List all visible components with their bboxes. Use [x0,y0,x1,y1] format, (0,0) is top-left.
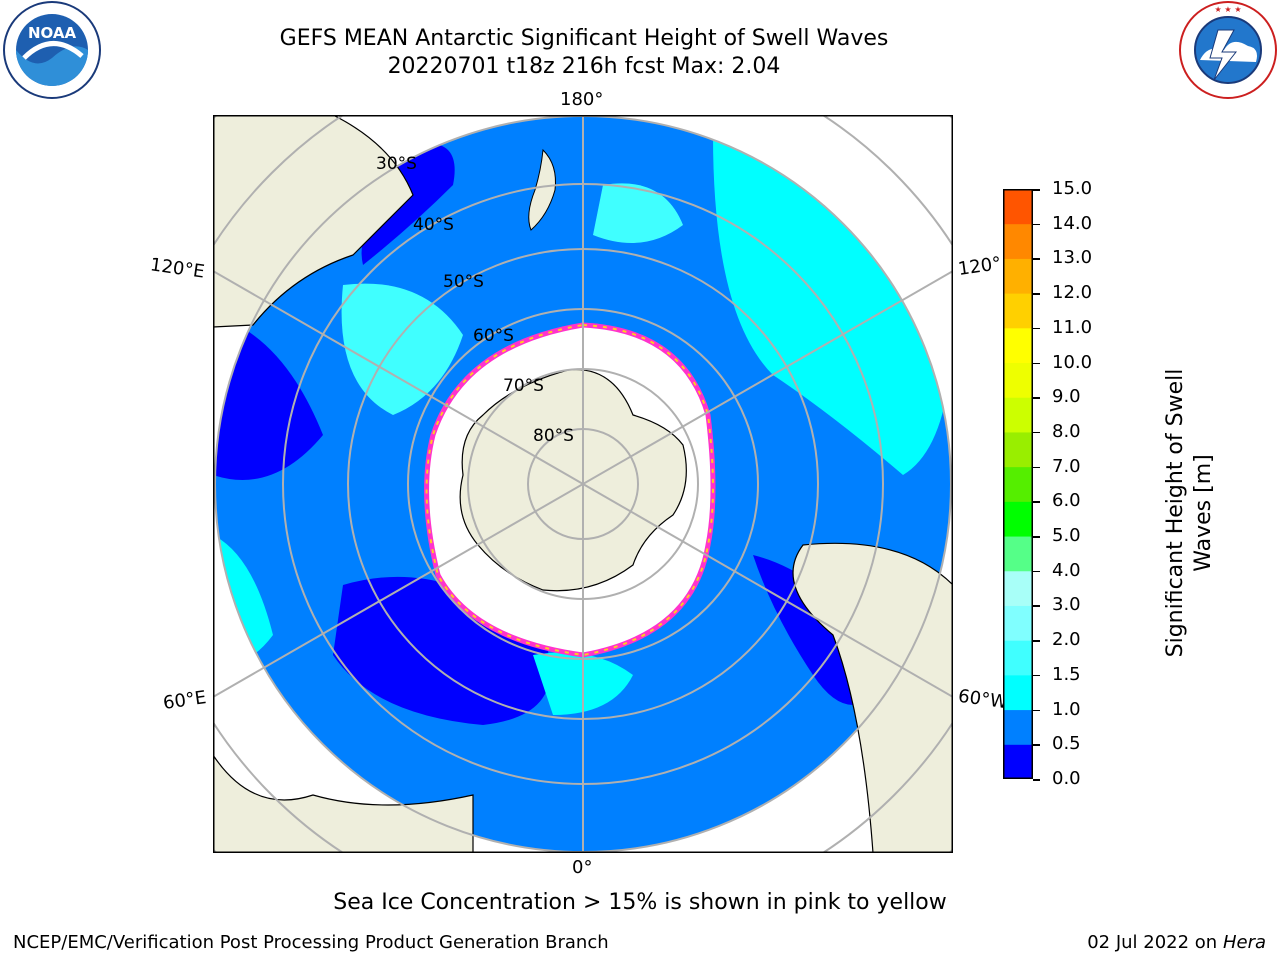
footer-credit: NCEP/EMC/Verification Post Processing Pr… [13,932,609,953]
colorbar-tick-label: 13.0 [1052,247,1093,269]
colorbar-tick-mark [1033,466,1040,469]
colorbar-swatch [1003,223,1033,259]
nws-logo-icon: ★ ★ ★ [1179,1,1277,99]
antarctica [459,368,687,592]
lon-label-120w: 120° [956,253,1003,280]
colorbar-tick-label: 1.0 [1052,698,1081,720]
lon-label-0: 0° [572,857,593,878]
colorbar-tick-mark [1033,744,1040,746]
colorbar-swatch [1003,362,1033,398]
colorbar-tick-label: 0.5 [1052,733,1081,755]
colorbar-tick-mark [1033,674,1040,677]
colorbar-swatch [1003,397,1033,433]
noaa-logo-icon: NOAA [3,1,101,99]
colorbar-label: Significant Height of Swell Waves [m] [1163,368,1216,658]
colorbar [1003,189,1033,779]
footer-host: Hera [1222,932,1266,953]
colorbar-tick-mark [1033,431,1040,434]
colorbar-swatch [1003,189,1033,225]
colorbar-swatch [1003,466,1033,502]
lat-label-30s: 30°S [376,154,417,174]
colorbar-swatch [1003,536,1033,572]
colorbar-tick-label: 5.0 [1052,525,1081,547]
colorbar-tick-mark [1033,536,1040,538]
lon-label-60w: 60°W [956,685,1009,714]
colorbar-swatch [1003,605,1033,641]
colorbar-tick-mark [1033,293,1040,295]
colorbar-tick-label: 7.0 [1052,455,1081,477]
colorbar-tick-label: 10.0 [1052,351,1093,373]
colorbar-tick-mark [1033,223,1040,226]
colorbar-swatch [1003,744,1033,779]
colorbar-tick-label: 15.0 [1052,178,1093,199]
colorbar-tick-mark [1033,779,1040,781]
colorbar-tick-label: 2.0 [1052,629,1081,651]
swell-region-low [215,315,323,480]
lon-label-60e: 60°E [161,687,208,714]
colorbar-tick-label: 12.0 [1052,282,1093,304]
colorbar-tick-label: 9.0 [1052,386,1081,408]
noaa-logo-text: NOAA [28,24,77,42]
colorbar-swatch [1003,570,1033,606]
colorbar-tick-label: 0.0 [1052,768,1081,789]
colorbar-swatch [1003,674,1033,711]
polar-map: 30°S 40°S 50°S 60°S 70°S 80°S [213,115,953,853]
colorbar-border [1003,189,1033,779]
lon-label-120e: 120°E [148,254,206,283]
footer-date: 02 Jul 2022 on Hera [1087,932,1266,953]
colorbar-tick-label: 1.5 [1052,663,1081,685]
colorbar-tick-label: 4.0 [1052,559,1081,581]
colorbar-tick-label: 11.0 [1052,316,1093,338]
colorbar-swatch [1003,258,1033,294]
lat-label-40s: 40°S [413,215,454,235]
colorbar-tick-label: 8.0 [1052,420,1081,442]
colorbar-tick-mark [1033,258,1040,260]
colorbar-swatch [1003,293,1033,329]
lat-label-80s: 80°S [533,426,574,446]
colorbar-tick-label: 6.0 [1052,490,1081,512]
colorbar-tick-mark [1033,709,1040,712]
colorbar-swatch [1003,640,1033,676]
colorbar-tick-mark [1033,640,1040,642]
swell-region-low [361,143,455,265]
lon-label-180: 180° [560,89,604,110]
lat-label-60s: 60°S [473,326,514,346]
swell-region-high [593,183,683,243]
footer-date-text: 02 Jul 2022 on [1087,932,1223,953]
colorbar-swatch [1003,501,1033,537]
sea-ice-note: Sea Ice Concentration > 15% is shown in … [333,890,947,915]
colorbar-tick-mark [1033,501,1040,503]
map-title: GEFS MEAN Antarctic Significant Height o… [279,26,889,51]
colorbar-tick-mark [1033,397,1040,399]
colorbar-tick-label: 3.0 [1052,594,1081,616]
lat-label-70s: 70°S [503,376,544,396]
new-zealand [528,148,556,231]
colorbar-tick-label: 14.0 [1052,212,1093,234]
colorbar-tick-mark [1033,570,1040,573]
colorbar-swatch [1003,709,1033,745]
svg-text:★ ★ ★: ★ ★ ★ [1214,5,1241,14]
colorbar-tick-mark [1033,362,1040,365]
colorbar-tick-mark [1033,189,1040,191]
colorbar-tick-mark [1033,605,1040,607]
colorbar-swatch [1003,431,1033,468]
colorbar-swatch [1003,327,1033,364]
map-subtitle: 20220701 t18z 216h fcst Max: 2.04 [387,54,781,79]
colorbar-tick-mark [1033,327,1040,330]
lat-label-50s: 50°S [443,272,484,292]
map-border [213,115,953,853]
